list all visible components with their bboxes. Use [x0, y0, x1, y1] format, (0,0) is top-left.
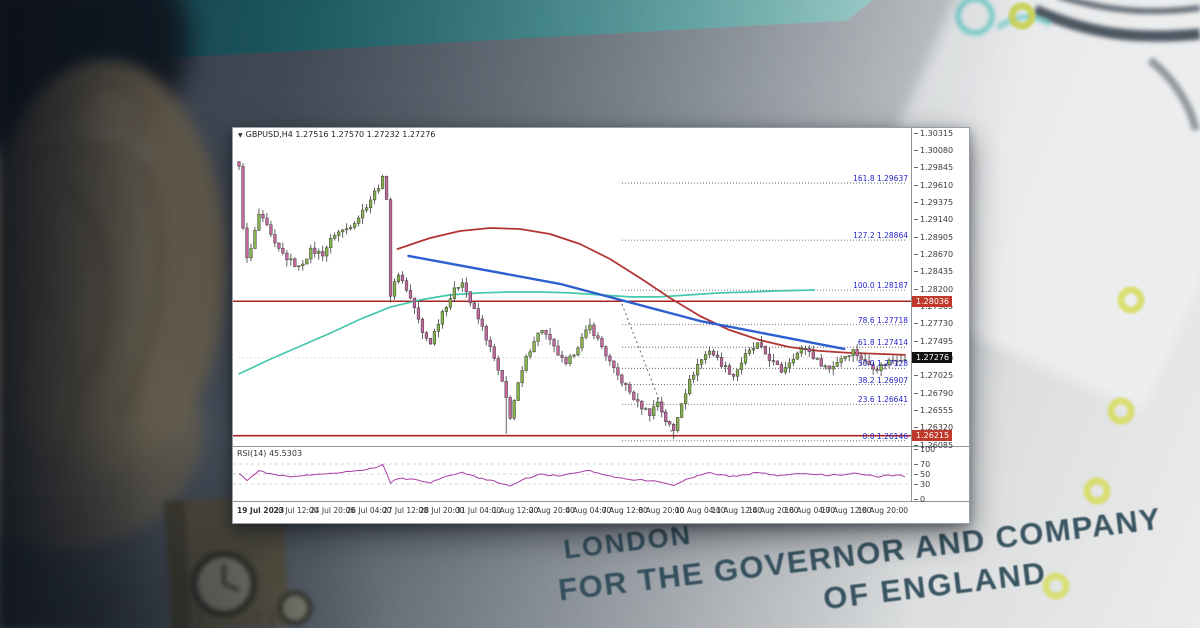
britannia-figure-art — [0, 60, 227, 550]
time-axis-label: 19 Jul 2023 — [237, 506, 285, 515]
price-axis-label: 1.28905 — [914, 232, 954, 242]
time-axis-label: 18 Aug 20:00 — [857, 506, 909, 515]
time-axis[interactable]: 19 Jul 2023 20 Jul 12:00 24 Jul 20:00 26 Ju… — [233, 503, 969, 523]
rsi-indicator-plot[interactable] — [233, 447, 911, 501]
price-axis[interactable]: 1.30315 1.30080 1.29845 1.29610 1.29375 1.291… — [911, 128, 969, 504]
left-shadow — [0, 0, 150, 628]
time-axis-label: 26 Jul 04:00 — [346, 506, 392, 515]
time-axis-label: 24 Jul 20:00 — [310, 506, 355, 515]
time-axis-separator — [233, 501, 969, 502]
price-axis-label: 1.26790 — [914, 388, 954, 398]
time-axis-label: 31 Jul 04:00 — [456, 506, 501, 515]
symbol-ohlc-label: ▼ GBPUSD,H4 1.27516 1.27570 1.27232 1.272… — [238, 130, 435, 139]
price-axis-label: 1.28435 — [914, 267, 954, 277]
price-axis-label: 1.27025 — [914, 371, 954, 381]
price-axis-label: 1.28670 — [914, 249, 954, 259]
price-axis-label: 1.29845 — [914, 163, 954, 173]
time-axis-label: 28 Jul 20:00 — [419, 506, 465, 515]
price-axis-label: 1.26320 — [914, 423, 954, 433]
price-axis-label: 1.27495 — [914, 336, 954, 346]
price-axis-label: 1.29140 — [914, 215, 954, 225]
time-axis-label: 20 Jul 12:00 — [273, 506, 319, 515]
time-axis-label: 2 Aug 20:00 — [529, 506, 575, 515]
price-marker-current: 1.27276 — [912, 351, 953, 363]
symbol-dropdown-icon[interactable]: ▼ — [238, 132, 243, 139]
rsi-axis-label: 0 — [914, 494, 926, 504]
rsi-axis-label: 100 — [914, 444, 936, 454]
cyan-emblem-art — [955, 0, 1052, 36]
time-axis-label: 4 Aug 04:00 — [565, 506, 612, 515]
pane-separator[interactable] — [233, 446, 969, 447]
price-axis-label: 1.29375 — [914, 197, 954, 207]
time-axis-label: 17 Aug 12:00 — [821, 506, 872, 515]
price-marker-level: 1.26215 — [912, 430, 953, 442]
rsi-axis-label: 30 — [914, 479, 931, 489]
time-axis-label: 10 Aug 04:00 — [675, 506, 726, 515]
banknote-teal-band — [60, 0, 880, 64]
time-axis-label: 11 Aug 12:00 — [711, 506, 763, 515]
time-axis-label: 14 Aug 20:00 — [748, 506, 799, 515]
price-axis-label: 1.30080 — [914, 145, 954, 155]
mt4-chart-window: ▼ GBPUSD,H4 1.27516 1.27570 1.27232 1.272… — [232, 127, 970, 524]
rsi-label: RSI(14) 45.5303 — [237, 449, 303, 458]
time-axis-label: 1 Aug 12:00 — [492, 506, 539, 515]
time-axis-label: 16 Aug 04:00 — [784, 506, 836, 515]
time-axis-label: 7 Aug 12:00 — [602, 506, 648, 515]
price-axis-label: 1.28200 — [914, 284, 954, 294]
time-axis-label: 8 Aug 20:00 — [638, 506, 685, 515]
price-axis-label: 1.29610 — [914, 180, 954, 190]
top-right-swirl-art — [1032, 0, 1200, 131]
price-axis-label: 1.27730 — [914, 319, 954, 329]
rsi-axis-label: 50 — [914, 469, 931, 479]
price-axis-label: 1.26555 — [914, 406, 954, 416]
price-axis-label: 1.30315 — [914, 128, 954, 138]
rsi-axis-label: 70 — [914, 459, 931, 469]
price-marker-level: 1.28036 — [912, 295, 953, 307]
price-chart-plot[interactable] — [233, 128, 911, 446]
time-axis-label: 27 Jul 12:00 — [383, 506, 428, 515]
symbol-ohlc-text: GBPUSD,H4 1.27516 1.27570 1.27232 1.2727… — [245, 130, 436, 139]
